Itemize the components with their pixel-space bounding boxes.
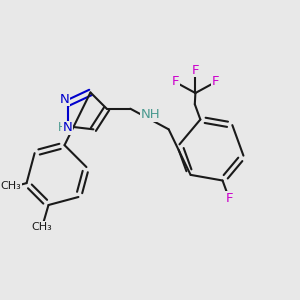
Text: CH₃: CH₃ (1, 181, 21, 191)
Text: H: H (57, 122, 66, 134)
Text: CH₃: CH₃ (32, 222, 52, 232)
Text: F: F (226, 192, 233, 205)
Text: N: N (60, 93, 70, 106)
Text: NH: NH (141, 108, 161, 121)
Text: F: F (212, 75, 219, 88)
Text: N: N (62, 122, 72, 134)
Text: F: F (192, 64, 199, 76)
Text: F: F (172, 75, 179, 88)
